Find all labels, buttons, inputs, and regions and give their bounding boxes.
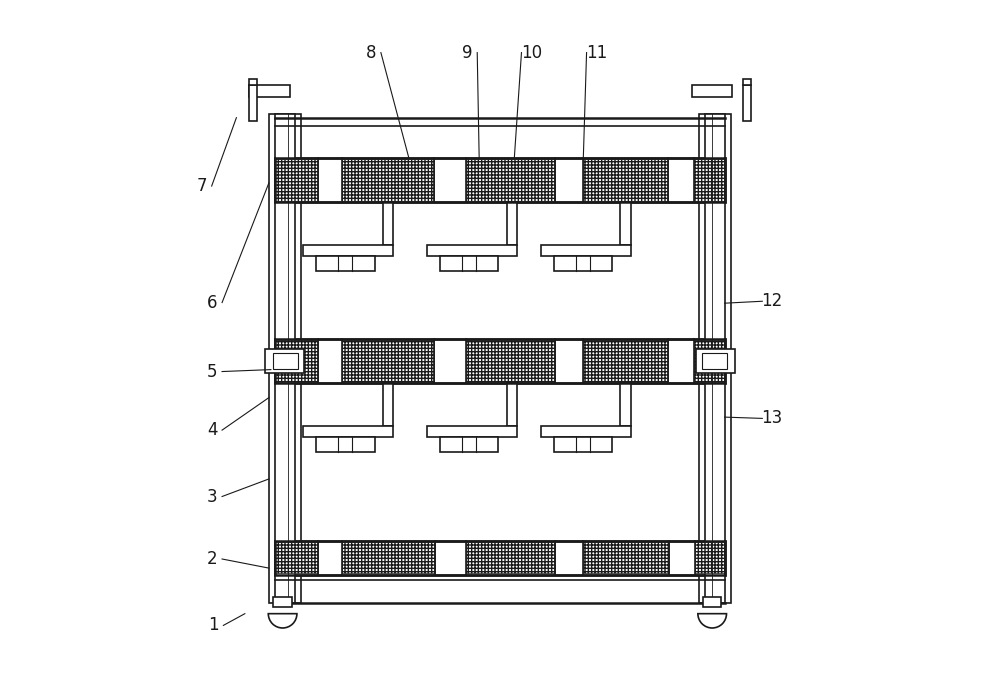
Text: 11: 11 [586,43,607,62]
Bar [427,426,517,437]
Bar [265,349,304,373]
Bar [694,159,725,201]
Bar [249,85,257,121]
Bar [316,256,375,271]
Bar [273,597,292,607]
Bar [702,353,727,369]
Bar [273,353,298,369]
Bar [620,383,631,426]
Bar [342,159,434,201]
Bar [275,159,318,201]
Bar [466,340,555,382]
Text: 7: 7 [197,177,207,195]
Bar [275,541,725,575]
Bar [466,159,555,201]
Text: 13: 13 [761,410,783,427]
Bar [692,85,732,97]
Bar [249,85,290,97]
Bar [703,597,721,607]
Wedge shape [698,614,727,628]
Bar [275,115,295,603]
Wedge shape [268,614,297,628]
Bar [275,542,318,574]
Bar [275,339,725,383]
Bar [695,542,725,574]
Bar [303,426,393,437]
Bar [507,383,517,426]
Bar [342,340,434,382]
Text: 10: 10 [521,43,542,62]
Bar [583,542,669,574]
Bar [541,426,631,437]
Bar [743,85,751,121]
Text: 4: 4 [207,421,218,439]
Text: 9: 9 [462,43,473,62]
Bar [620,202,631,245]
Bar [699,115,731,603]
Bar [383,202,393,245]
Text: 2: 2 [207,550,218,568]
Bar [275,541,725,575]
Bar [554,437,612,452]
Bar [541,245,631,256]
Text: 3: 3 [207,487,218,506]
Bar [275,340,318,382]
Bar [275,158,725,202]
Bar [275,339,725,383]
Bar [507,202,517,245]
Text: 1: 1 [208,616,219,635]
Bar [440,437,498,452]
Bar [427,245,517,256]
Bar [383,383,393,426]
Bar [316,437,375,452]
Bar [249,79,257,85]
Bar [440,256,498,271]
Bar [583,340,668,382]
Bar [554,256,612,271]
Bar [705,115,725,603]
Bar [269,115,301,603]
Text: 5: 5 [207,363,218,380]
Bar [696,349,735,373]
Bar [694,340,725,382]
Bar [342,542,435,574]
Text: 12: 12 [761,292,783,311]
Text: 8: 8 [366,43,376,62]
Bar [303,245,393,256]
Bar [275,158,725,202]
Text: 6: 6 [207,294,218,312]
Bar [466,542,555,574]
Bar [743,79,751,85]
Bar [583,159,668,201]
